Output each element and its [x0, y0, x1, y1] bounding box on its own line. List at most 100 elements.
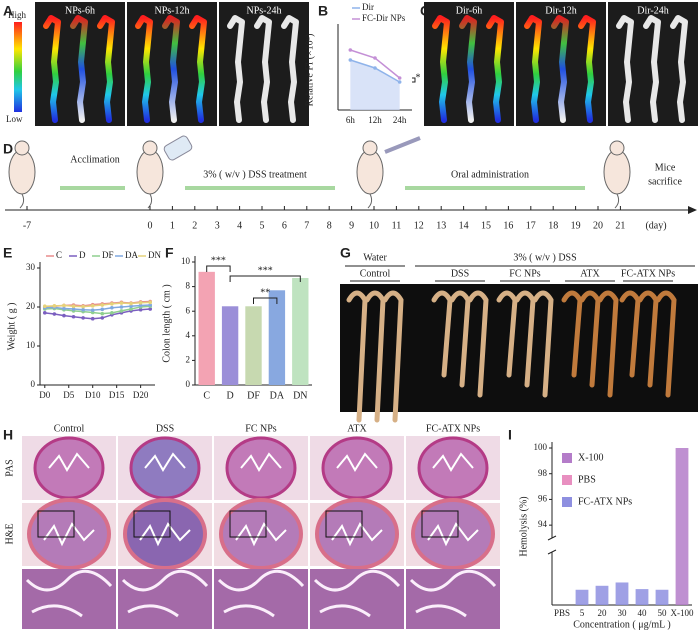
colon	[551, 15, 569, 123]
zoom-lumen	[217, 569, 305, 618]
row-label: PAS	[4, 459, 15, 476]
point	[62, 306, 66, 311]
day-label: 4	[237, 220, 242, 231]
day-label: 17	[526, 220, 536, 231]
x-tick-label: 5	[580, 608, 585, 618]
point	[71, 307, 76, 311]
mouse-body	[603, 149, 631, 195]
colon	[524, 15, 542, 123]
y-axis-label: Hemolysis (%)	[518, 496, 529, 556]
point	[397, 80, 402, 84]
zoom-box	[421, 510, 459, 538]
colon-sample	[655, 290, 677, 398]
y-tick-label: 6	[186, 305, 191, 315]
x-tick-label: D0	[39, 390, 50, 400]
bar	[292, 277, 309, 385]
y-axis-label: Weight ( g )	[6, 303, 17, 351]
day-label: 1	[170, 220, 175, 231]
colon	[281, 15, 299, 123]
scale-high: High	[8, 10, 27, 20]
x-tick-label: D15	[109, 390, 125, 400]
he-section	[219, 498, 303, 570]
point	[62, 303, 66, 308]
tile-title: NPs-24h	[246, 5, 281, 16]
y-tick-label: 0	[31, 379, 36, 389]
annotation: *	[416, 72, 421, 83]
sig-bracket	[206, 265, 231, 272]
colon-sample	[532, 290, 554, 398]
pas-lumen	[144, 452, 186, 472]
day-unit: (day)	[645, 220, 666, 231]
point	[71, 304, 76, 309]
x-tick-label: 6h	[346, 115, 356, 125]
y-tick-label: 0	[186, 379, 191, 389]
panel-label: F	[165, 245, 174, 261]
annotation: ***	[211, 255, 226, 266]
colon	[432, 15, 450, 123]
y-tick-label: 94	[538, 519, 548, 529]
zoom-box	[325, 510, 363, 538]
legend-swatch	[562, 453, 572, 463]
mouse-tail	[19, 193, 25, 209]
point	[138, 303, 143, 308]
syringe	[384, 136, 421, 154]
column-title: FC NPs	[245, 423, 277, 434]
x-tick-label: 24h	[393, 115, 407, 125]
he-lumen	[43, 522, 95, 547]
mouse-body	[8, 149, 36, 195]
legend-swatch	[562, 497, 572, 507]
he-section	[411, 498, 495, 570]
point	[148, 307, 153, 311]
day-label: 20	[593, 220, 603, 231]
point	[52, 312, 57, 316]
point	[119, 305, 124, 309]
colon	[486, 15, 504, 123]
day-label: 14	[459, 220, 469, 231]
legend-label: D	[79, 250, 86, 260]
zoom-lumen	[121, 569, 209, 618]
bar	[675, 448, 689, 605]
day-label: 6	[282, 220, 287, 231]
day-label: 21	[615, 220, 625, 231]
day-label: 2	[192, 220, 197, 231]
point	[90, 308, 95, 312]
colon	[670, 15, 688, 123]
colon	[70, 15, 88, 123]
bar	[635, 589, 649, 605]
legend-label: DA	[125, 250, 138, 260]
column-title: Control	[54, 423, 85, 434]
y-tick-label: 10	[181, 256, 191, 266]
pas-lumen	[240, 452, 282, 472]
y-tick-label: 8	[186, 281, 191, 291]
point	[129, 304, 133, 309]
bottle	[163, 135, 193, 161]
bar	[615, 582, 629, 605]
point	[81, 307, 85, 312]
point	[71, 314, 76, 319]
day-label: 19	[571, 220, 581, 231]
annotation: **	[260, 287, 270, 298]
x-tick-label: DA	[270, 390, 285, 401]
day-label: 13	[436, 220, 446, 231]
column-title: FC-ATX NPs	[426, 423, 480, 434]
y-axis-label: Colon length ( cm )	[161, 284, 172, 362]
bar	[198, 271, 215, 385]
day-label: 3	[215, 220, 220, 231]
zoom-lumen	[409, 569, 497, 618]
phase-label: Oral administration	[451, 169, 529, 180]
point	[42, 311, 47, 315]
tile-title: Dir-12h	[545, 5, 576, 16]
mouse-head	[609, 140, 625, 156]
x-tick-label: DF	[247, 390, 260, 401]
tile-title: Dir-24h	[637, 5, 668, 16]
point	[110, 305, 114, 310]
y-tick-label: 96	[538, 493, 548, 503]
colon-photo	[340, 284, 698, 412]
colon	[643, 15, 661, 123]
point	[52, 304, 57, 308]
colon	[616, 15, 634, 123]
panel-label: A	[3, 3, 13, 19]
day-label: 12	[414, 220, 424, 231]
series-area	[350, 60, 400, 110]
